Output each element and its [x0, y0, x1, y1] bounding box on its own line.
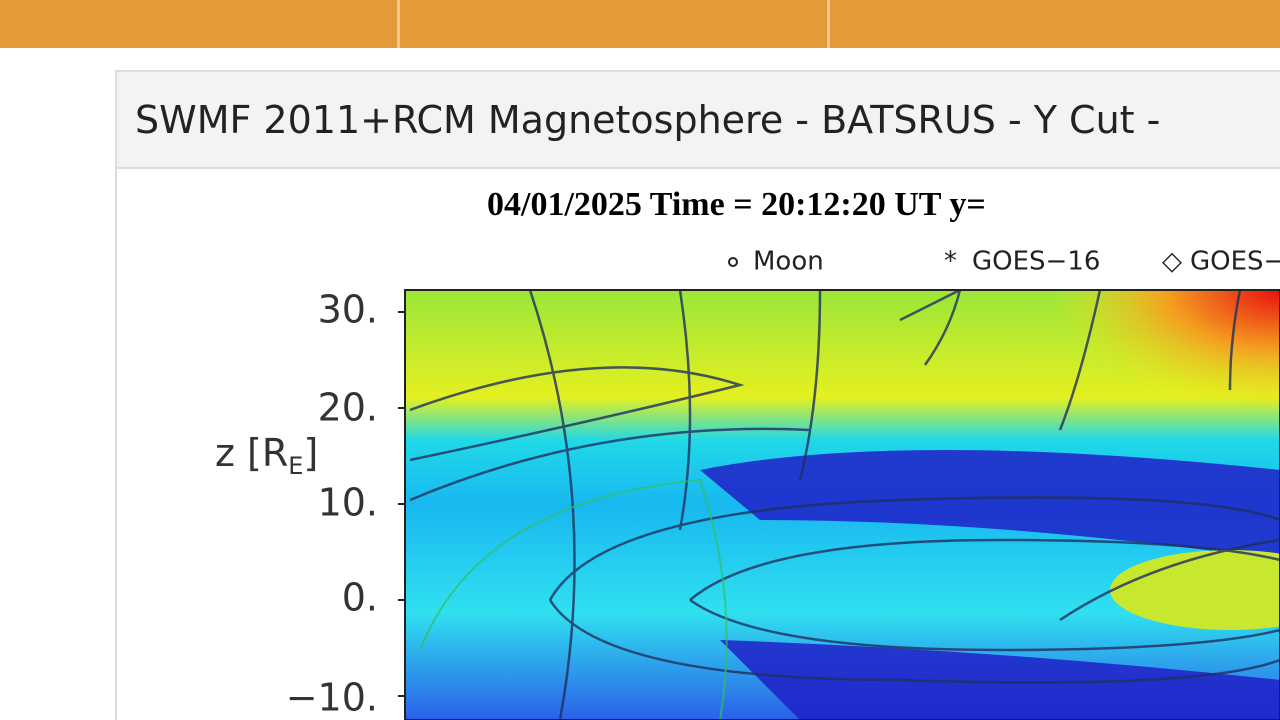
y-tick-label: −10.: [286, 676, 378, 720]
axis-label-subscript: E: [288, 452, 303, 480]
plot-header: 04/01/2025 Time = 20:12:20 UT y=: [487, 186, 986, 223]
axis-label-close: ]: [303, 431, 318, 475]
legend-label: Moon: [753, 247, 824, 277]
legend-symbol: *: [944, 247, 957, 277]
panel-title: SWMF 2011+RCM Magnetosphere - BATSRUS - …: [135, 98, 1161, 142]
legend-symbol: ◇: [1162, 247, 1182, 277]
y-tick-label: 0.: [342, 576, 378, 620]
y-tick-label: 20.: [318, 386, 378, 430]
axis-label: z [RE]: [215, 431, 318, 481]
y-tick-label: 30.: [318, 288, 378, 332]
nav-divider: [397, 0, 400, 48]
nav-divider: [827, 0, 830, 48]
plot-area: [405, 290, 1280, 720]
y-tick-label: 10.: [318, 481, 378, 525]
top-nav-bar: [0, 0, 1280, 48]
axis-label-main: z [R: [215, 431, 288, 475]
legend-label: GOES−16: [972, 247, 1100, 277]
panel-header: SWMF 2011+RCM Magnetosphere - BATSRUS - …: [117, 72, 1280, 169]
legend-label: GOES−: [1190, 247, 1280, 277]
legend-symbol: [728, 257, 738, 267]
